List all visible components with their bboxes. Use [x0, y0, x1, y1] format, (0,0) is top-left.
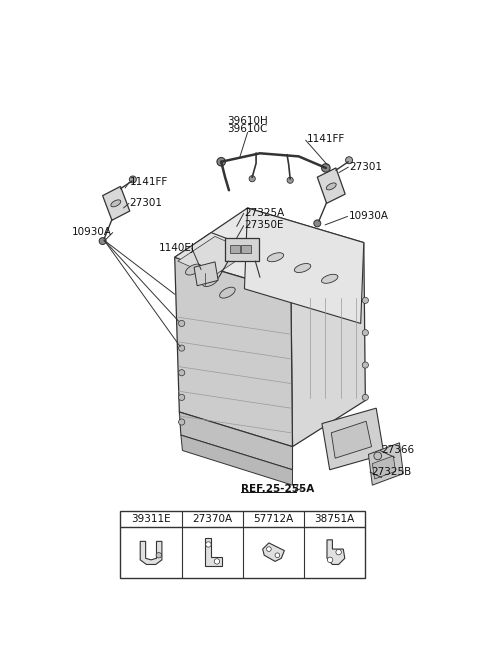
Polygon shape [175, 257, 292, 447]
Circle shape [362, 329, 369, 336]
Bar [120, 512, 365, 578]
Polygon shape [372, 456, 396, 479]
Text: 27350E: 27350E [244, 220, 284, 231]
Polygon shape [181, 435, 292, 485]
Polygon shape [140, 542, 162, 565]
Circle shape [179, 419, 185, 425]
Circle shape [266, 547, 271, 552]
Circle shape [362, 297, 369, 303]
Polygon shape [175, 233, 252, 272]
Text: 39311E: 39311E [131, 514, 171, 524]
Polygon shape [322, 408, 384, 470]
Text: 27325A: 27325A [244, 208, 285, 218]
Circle shape [206, 542, 211, 547]
Circle shape [179, 320, 185, 327]
Ellipse shape [220, 287, 235, 298]
Circle shape [156, 553, 162, 558]
Text: 1140EJ: 1140EJ [159, 242, 195, 253]
Circle shape [214, 559, 220, 564]
Circle shape [130, 176, 136, 183]
Bar [225, 238, 259, 261]
Circle shape [362, 394, 369, 400]
Circle shape [179, 369, 185, 376]
Circle shape [249, 176, 255, 182]
Circle shape [362, 362, 369, 368]
Text: 39610C: 39610C [228, 124, 268, 134]
Text: 1141FF: 1141FF [130, 177, 168, 187]
Text: 27370A: 27370A [192, 514, 232, 524]
Bar [241, 245, 252, 253]
Circle shape [287, 177, 293, 183]
Text: 10930A: 10930A [72, 227, 112, 237]
Text: 1141FF: 1141FF [306, 134, 345, 144]
Ellipse shape [294, 263, 311, 272]
Circle shape [346, 157, 353, 164]
Polygon shape [103, 187, 130, 220]
Circle shape [179, 345, 185, 351]
Circle shape [374, 452, 382, 460]
Text: 27301: 27301 [130, 198, 163, 208]
Ellipse shape [203, 276, 218, 287]
Text: 27301: 27301 [349, 162, 382, 172]
Circle shape [327, 557, 333, 563]
Circle shape [99, 238, 106, 244]
Circle shape [314, 220, 321, 227]
Text: 39610H: 39610H [227, 115, 268, 126]
Polygon shape [244, 208, 364, 324]
Polygon shape [180, 412, 292, 470]
Polygon shape [175, 208, 364, 292]
Ellipse shape [322, 274, 338, 284]
Circle shape [322, 164, 330, 172]
Text: 38751A: 38751A [314, 514, 355, 524]
Circle shape [179, 394, 185, 400]
Circle shape [217, 157, 226, 166]
Text: REF.25-255A: REF.25-255A [240, 485, 314, 495]
Circle shape [275, 553, 280, 557]
Polygon shape [205, 538, 222, 566]
Polygon shape [178, 236, 250, 276]
Circle shape [336, 550, 341, 555]
Polygon shape [263, 543, 284, 561]
Polygon shape [317, 168, 345, 203]
Polygon shape [331, 421, 372, 458]
Polygon shape [327, 540, 345, 565]
Polygon shape [291, 242, 365, 447]
Bar [230, 245, 240, 253]
Ellipse shape [185, 264, 201, 275]
Text: 57712A: 57712A [253, 514, 294, 524]
Text: 27366: 27366 [382, 445, 415, 455]
Polygon shape [369, 443, 403, 485]
Text: 27325B: 27325B [372, 466, 412, 477]
Ellipse shape [111, 200, 121, 207]
Ellipse shape [326, 183, 336, 190]
Ellipse shape [267, 253, 284, 262]
Polygon shape [194, 262, 218, 286]
Text: 10930A: 10930A [349, 211, 389, 221]
